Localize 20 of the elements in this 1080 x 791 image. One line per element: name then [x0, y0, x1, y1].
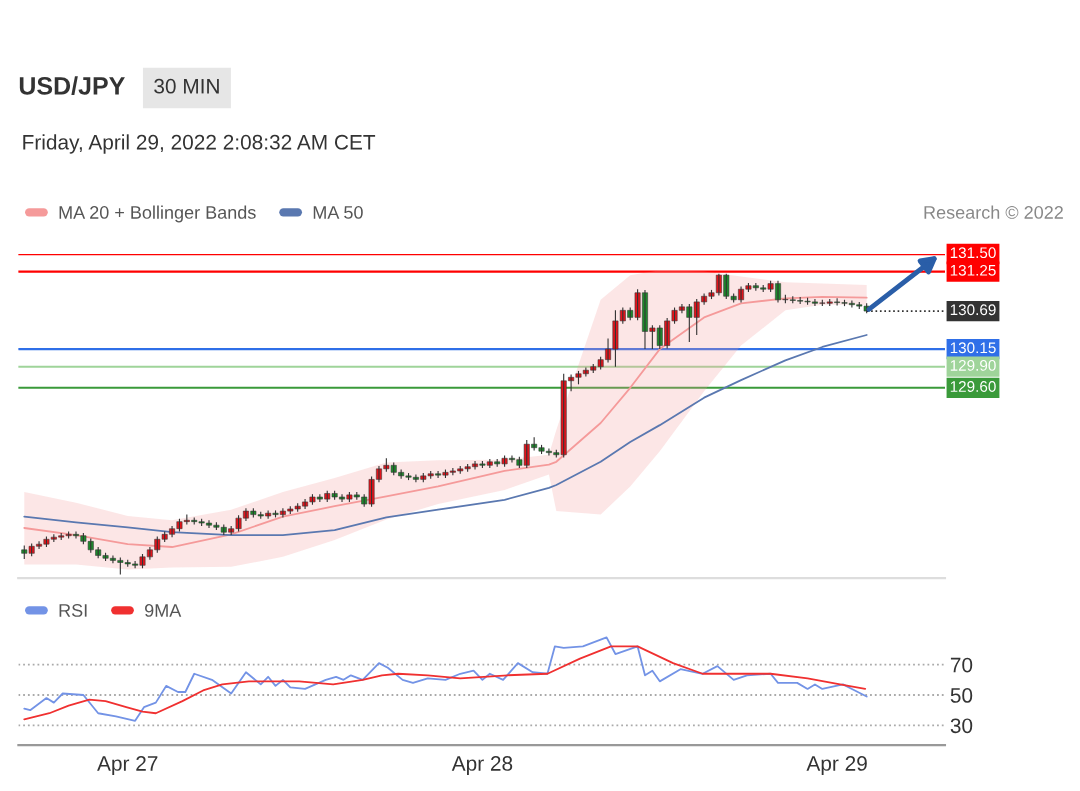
chart-title: USD/JPY	[19, 76, 125, 95]
ref-line-label: 129.90	[950, 359, 996, 371]
y-tick-label: 70	[950, 657, 973, 673]
y-tick-label: 50	[950, 688, 973, 703]
ref-line-label: 130.69	[950, 304, 996, 316]
legend-label: RSI	[59, 604, 87, 617]
text: Research © 2022	[924, 205, 1063, 219]
legend-label: MA 20 + Bollinger Bands	[59, 205, 256, 223]
y-tick-label: 30	[950, 718, 973, 734]
legend-label: 9MA	[145, 604, 182, 617]
text: 30 MIN	[154, 78, 219, 94]
ref-line-label: 129.60	[950, 381, 996, 392]
ref-line-label: 130.15	[950, 342, 996, 354]
legend-label: MA 50	[313, 206, 363, 219]
ref-line-label: 131.25	[950, 264, 996, 276]
ref-line-label: 131.50	[950, 247, 996, 259]
x-tick-label: Apr 29	[806, 756, 867, 775]
x-tick-label: Apr 27	[97, 756, 158, 775]
x-tick-label: Apr 28	[451, 756, 513, 775]
chart-subtitle: Friday, April 29, 2022 2:08:32 AM CET	[23, 134, 376, 154]
